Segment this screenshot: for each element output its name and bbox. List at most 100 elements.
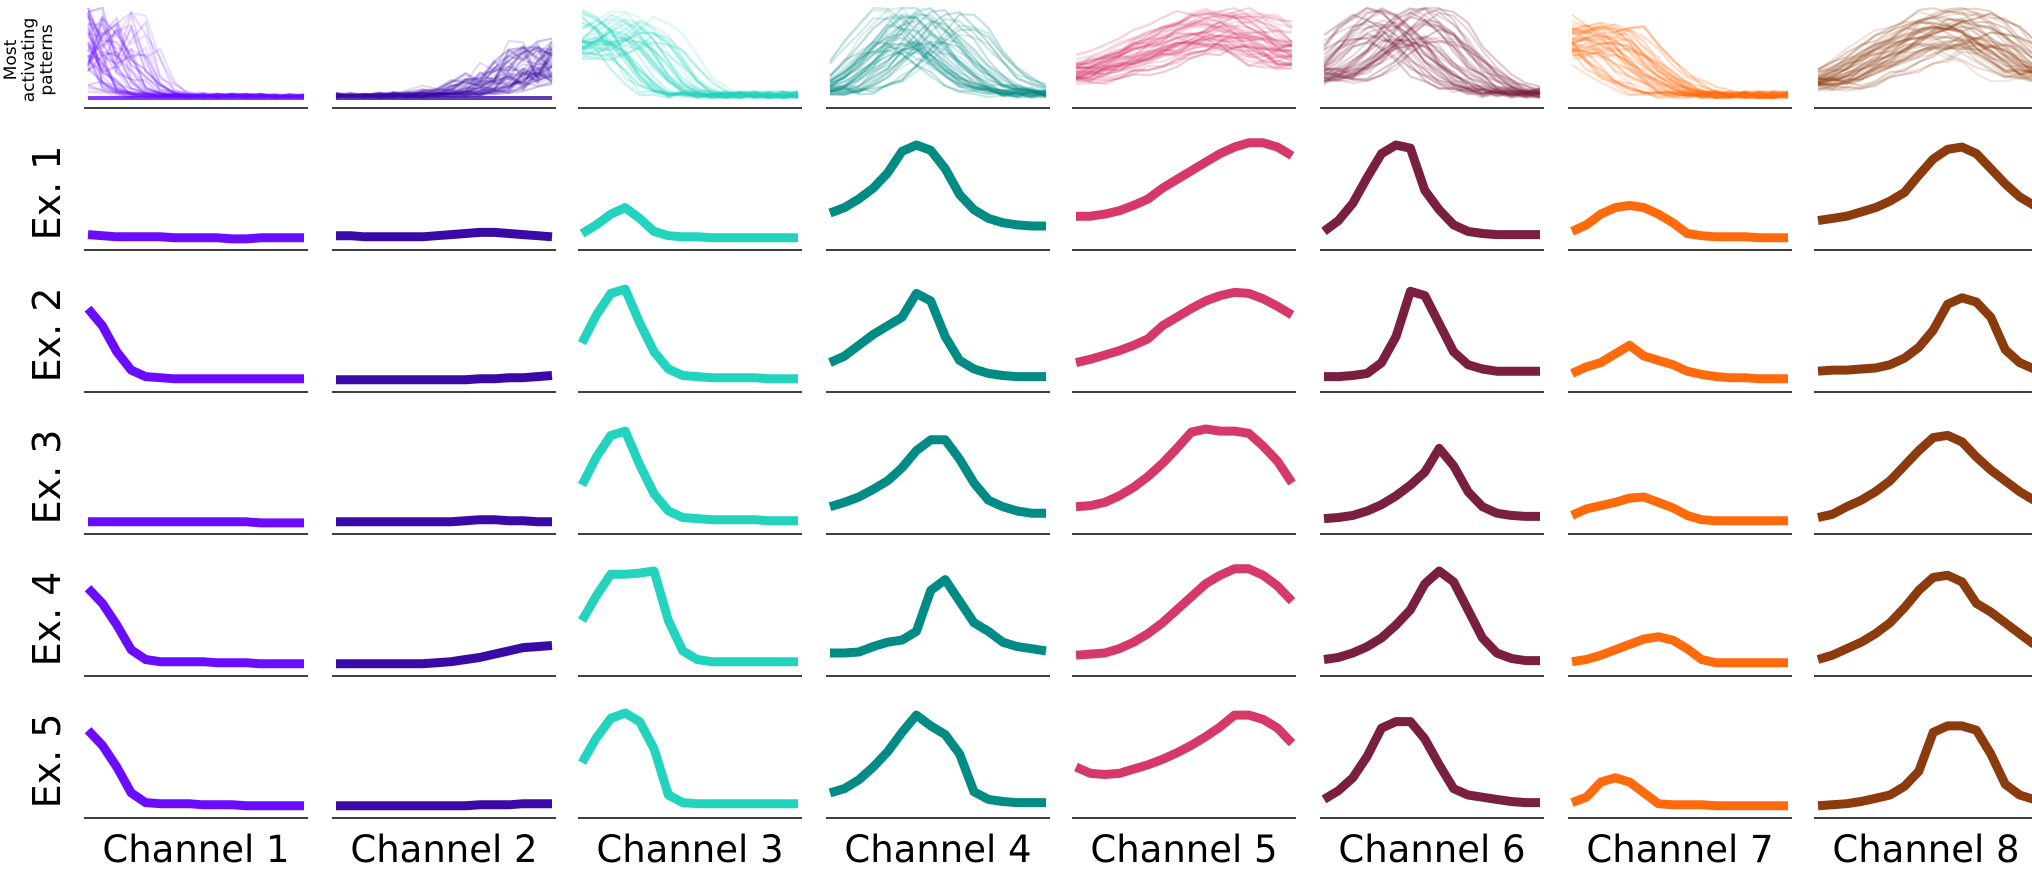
pattern-line <box>1817 34 2032 87</box>
pattern-line <box>829 41 1047 96</box>
channel-column-5 <box>1072 6 1296 819</box>
pattern-line <box>1075 15 1293 75</box>
pattern-line <box>1323 15 1541 98</box>
pattern-line <box>1075 41 1293 70</box>
example-line <box>828 140 1046 231</box>
pattern-line <box>335 45 553 98</box>
pattern-line <box>581 22 799 98</box>
pattern-line <box>1075 6 1293 71</box>
pattern-line <box>1075 36 1293 77</box>
pattern-line <box>1075 21 1293 66</box>
pattern-line <box>1571 38 1789 99</box>
pattern-line <box>1323 25 1541 95</box>
pattern-line <box>581 20 799 100</box>
pattern-line <box>581 22 799 100</box>
pattern-line <box>1075 46 1293 81</box>
pattern-line <box>1075 26 1293 80</box>
example-panel-4 <box>578 566 802 677</box>
example-panel-1 <box>1072 138 1296 251</box>
pattern-line <box>1075 31 1293 65</box>
pattern-line <box>1817 7 2032 74</box>
pattern-line <box>581 40 799 98</box>
example-panel-4 <box>1814 570 2032 677</box>
column-label-channel-4: Channel 4 <box>844 828 1031 870</box>
pattern-line <box>1323 9 1541 98</box>
most-activating-patterns-panel <box>1568 14 1792 109</box>
column-label-channel-1: Channel 1 <box>102 828 289 870</box>
pattern-line <box>581 31 799 100</box>
pattern-line <box>1571 32 1789 100</box>
pattern-line <box>1075 29 1293 80</box>
pattern-line <box>581 39 799 100</box>
example-line <box>87 230 304 244</box>
channel-column-1 <box>84 6 308 819</box>
pattern-line <box>581 17 799 98</box>
example-line <box>84 727 304 811</box>
example-line <box>1321 140 1540 240</box>
pattern-line <box>335 71 553 99</box>
pattern-line <box>335 56 553 98</box>
channel-column-8 <box>1814 6 2032 819</box>
example-line <box>336 641 553 669</box>
pattern-line <box>1075 7 1293 70</box>
pattern-line <box>1075 25 1293 70</box>
pattern-line <box>1075 12 1293 76</box>
pattern-line <box>1075 28 1293 82</box>
pattern-line <box>1323 10 1541 98</box>
pattern-line <box>1323 11 1541 93</box>
pattern-line <box>1075 43 1293 80</box>
example-panel-1 <box>1568 200 1792 251</box>
pattern-line <box>1571 42 1789 100</box>
pattern-line <box>1323 23 1541 99</box>
pattern-line <box>1323 7 1541 95</box>
pattern-line <box>1817 34 2032 84</box>
pattern-line <box>581 42 799 100</box>
pattern-line <box>581 40 799 100</box>
pattern-line <box>581 37 798 100</box>
example-line <box>828 288 1046 382</box>
pattern-line <box>1571 38 1789 100</box>
pattern-line <box>1817 44 2032 92</box>
example-line <box>1323 566 1540 666</box>
pattern-line <box>581 40 799 100</box>
channel-column-3 <box>577 9 802 819</box>
pattern-line <box>1817 21 2032 75</box>
pattern-line <box>829 9 1047 98</box>
pattern-line <box>581 24 799 99</box>
most-activating-patterns-panel <box>1320 6 1544 109</box>
most-activating-patterns-panel <box>578 9 802 109</box>
pattern-line <box>1323 42 1541 95</box>
pattern-line <box>581 26 799 100</box>
pattern-line <box>1075 9 1293 66</box>
pattern-line <box>1817 42 2032 86</box>
pattern-line <box>1571 36 1789 99</box>
pattern-line <box>1571 51 1789 100</box>
pattern-line <box>86 54 305 100</box>
pattern-line <box>1323 6 1541 97</box>
header-row-label: Mostactivatingpatterns <box>1 18 57 103</box>
example-panel-5 <box>84 727 308 819</box>
pattern-line <box>829 17 1047 94</box>
pattern-line <box>581 33 799 99</box>
pattern-line <box>1323 41 1541 97</box>
pattern-line <box>1817 35 2032 81</box>
pattern-line <box>1075 20 1293 77</box>
example-panel-2 <box>1320 286 1544 393</box>
pattern-line <box>829 23 1047 97</box>
pattern-line <box>1817 37 2032 89</box>
example-panel-2 <box>332 371 556 393</box>
pattern-line <box>1817 6 2032 84</box>
pattern-line <box>581 40 799 99</box>
pattern-line <box>1571 48 1789 100</box>
example-panel-5 <box>1568 773 1792 819</box>
header-label-line: patterns <box>37 24 57 95</box>
pattern-line <box>1817 25 2032 78</box>
pattern-line <box>1817 43 2032 83</box>
pattern-line <box>1817 30 2032 77</box>
pattern-line <box>1571 37 1789 99</box>
example-panel-2 <box>1814 293 2032 393</box>
pattern-line <box>829 33 1047 98</box>
pattern-line <box>829 9 1047 93</box>
pattern-line <box>1817 36 2032 81</box>
pattern-line <box>1075 12 1293 66</box>
